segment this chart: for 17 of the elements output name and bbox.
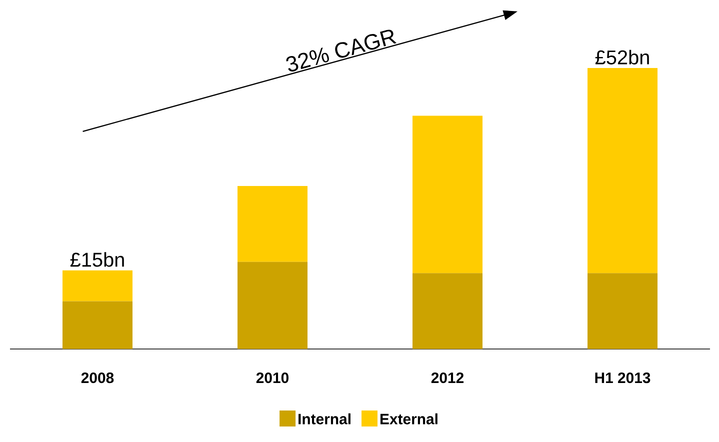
x-tick-label: 2010: [256, 372, 288, 384]
annotation: £52bn: [595, 50, 649, 64]
bar: [588, 68, 658, 274]
bar: [412, 116, 483, 274]
bar: [588, 273, 658, 349]
bar: [62, 270, 133, 302]
bar: [238, 186, 308, 262]
bar: [238, 262, 308, 349]
x-tick-label: 2012: [431, 372, 464, 384]
x-tick-label: H1 2013: [595, 372, 650, 384]
bar: [412, 273, 483, 349]
legend-label: Internal: [298, 413, 350, 424]
annotation: £15bn: [70, 252, 124, 267]
legend-label: External: [380, 413, 438, 424]
bar: [62, 301, 133, 349]
x-tick-label: 2008: [81, 372, 114, 384]
annotation: 32% CAGR: [286, 30, 397, 72]
